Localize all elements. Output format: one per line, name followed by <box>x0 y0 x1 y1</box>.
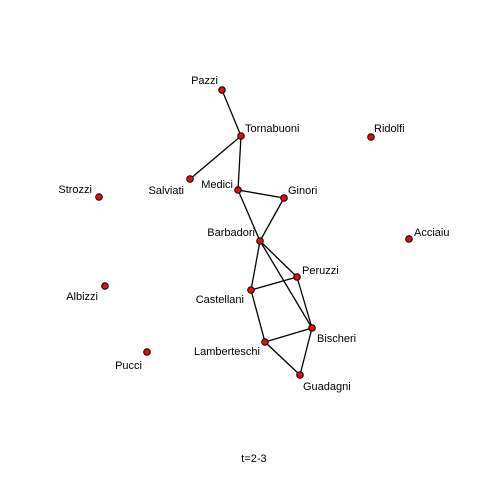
node-pazzi <box>218 86 226 94</box>
node-label-peruzzi: Peruzzi <box>302 265 339 277</box>
node-label-tornabuoni: Tornabuoni <box>245 123 299 135</box>
edge-castellani-lamberteschi <box>250 289 266 343</box>
edge-peruzzi-castellani <box>250 276 298 291</box>
node-label-medici: Medici <box>201 179 233 191</box>
edge-pazzi-tornabuoni <box>221 89 242 137</box>
edge-bischeri-guadagni <box>299 327 313 376</box>
node-ginori <box>280 194 288 202</box>
node-label-castellani: Castellani <box>196 294 244 306</box>
node-acciaiuoli <box>405 235 413 243</box>
edge-lamberteschi-bischeri <box>264 327 313 343</box>
time-caption: t=2-3 <box>241 453 266 465</box>
node-layer <box>95 86 413 379</box>
label-layer: Pazzi Tornabuoni Ridolfi Strozzi Salviati Med… <box>58 75 449 393</box>
node-lamberteschi <box>261 338 269 346</box>
node-guadagni <box>296 371 304 379</box>
edge-ginori-barbadori <box>259 197 285 242</box>
node-peruzzi <box>293 273 301 281</box>
edge-tornabuoni-salviati <box>189 135 242 180</box>
node-label-strozzi: Strozzi <box>58 184 92 196</box>
node-tornabuoni <box>237 132 245 140</box>
edge-medici-barbadori <box>237 189 261 242</box>
node-strozzi <box>95 193 103 201</box>
node-bischeri <box>308 324 316 332</box>
edge-peruzzi-bischeri <box>296 276 313 329</box>
node-label-bischeri: Bischeri <box>317 333 356 345</box>
edge-barbadori-bischeri <box>259 240 313 329</box>
edge-layer <box>189 89 313 376</box>
node-label-ginori: Ginori <box>288 185 317 197</box>
node-label-acciaiuoli: Acciaiu <box>414 227 449 239</box>
edge-barbadori-peruzzi <box>259 240 298 278</box>
node-medici <box>234 186 242 194</box>
node-albizzi <box>101 282 109 290</box>
edge-medici-ginori <box>237 189 285 199</box>
node-castellani <box>247 286 255 294</box>
node-label-albizzi: Albizzi <box>66 291 98 303</box>
node-label-lamberteschi: Lamberteschi <box>194 346 260 358</box>
edge-lamberteschi-guadagni <box>264 341 301 376</box>
node-barbadori <box>256 237 264 245</box>
node-label-pazzi: Pazzi <box>191 75 218 87</box>
node-label-ridolfi: Ridolfi <box>374 123 405 135</box>
node-salviati <box>186 175 194 183</box>
node-label-pucci: Pucci <box>115 360 142 372</box>
edge-barbadori-castellani <box>250 240 261 291</box>
node-label-barbadori: Barbadori <box>207 227 255 239</box>
node-pucci <box>143 348 151 356</box>
node-ridolfi <box>367 133 375 141</box>
edge-tornabuoni-medici <box>237 135 242 191</box>
node-label-salviati: Salviati <box>149 185 184 197</box>
node-label-guadagni: Guadagni <box>303 381 351 393</box>
